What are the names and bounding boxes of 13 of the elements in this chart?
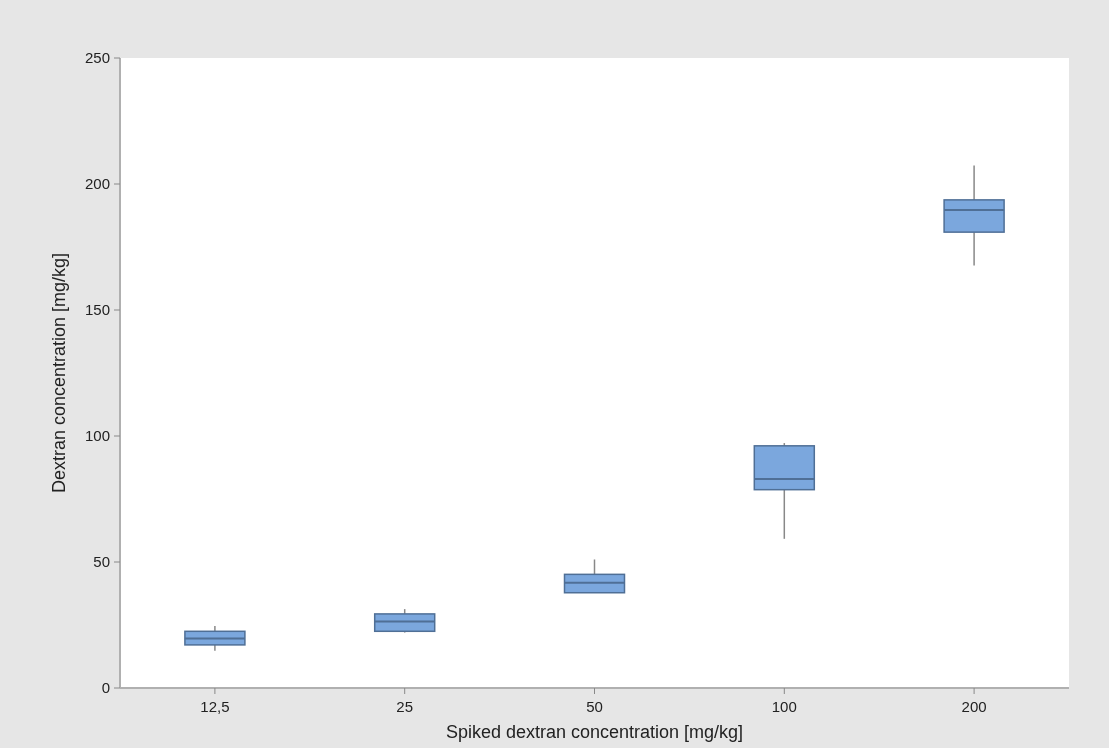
x-tick-label: 12,5 [200,698,230,715]
y-tick-label: 0 [101,679,110,697]
y-tick-label: 100 [84,427,110,445]
x-axis-title: Spiked dextran concentration [mg/kg] [445,722,744,742]
x-tick-label: 50 [586,698,603,715]
y-tick-label: 50 [93,553,110,571]
y-tick-label: 150 [84,301,110,319]
y-tick-label: 200 [84,175,110,193]
y-axis-title: Dextran concentration [mg/kg] [49,252,69,494]
x-tick-label: 100 [771,698,797,715]
y-tick-label: 250 [84,49,110,67]
x-tick-label: 25 [396,698,414,715]
x-tick-label: 200 [961,698,987,715]
